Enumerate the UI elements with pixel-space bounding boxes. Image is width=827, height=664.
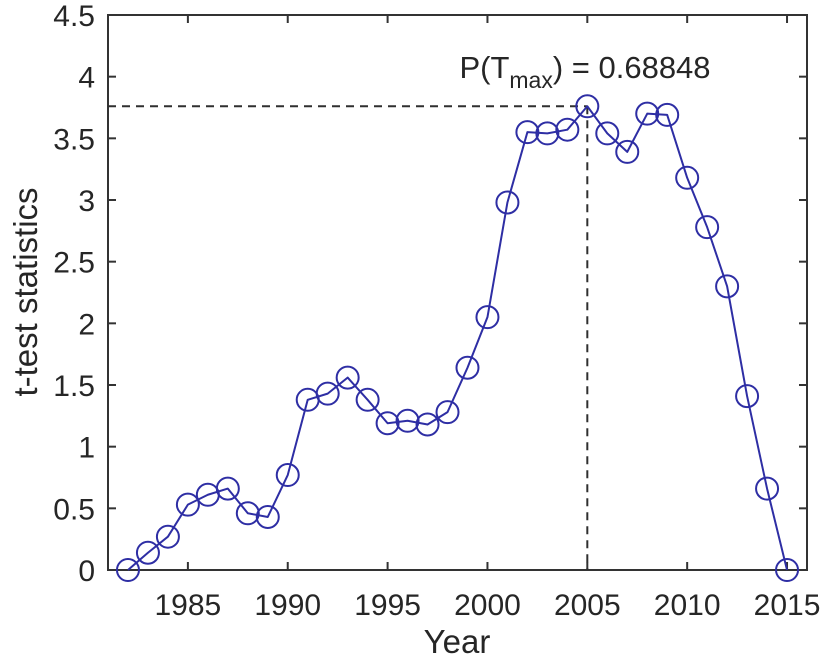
data-point-marker [695, 215, 720, 240]
data-point-marker [535, 121, 560, 146]
y-tick-label: 0 [78, 555, 95, 588]
y-tick-label: 2.5 [53, 247, 95, 280]
x-tick-label: 1995 [354, 589, 421, 622]
max-probability-annotation: P(Tmax) = 0.68848 [459, 50, 710, 93]
x-tick-label: 1990 [254, 589, 321, 622]
x-tick-label: 2010 [654, 589, 721, 622]
data-point-marker [455, 355, 480, 380]
data-point-marker [555, 117, 580, 142]
x-tick-label: 2000 [454, 589, 521, 622]
data-point-marker [315, 381, 340, 406]
data-point-marker [275, 463, 300, 488]
data-point-marker [615, 139, 640, 164]
data-point-marker [375, 411, 400, 436]
y-tick-label: 2 [78, 308, 95, 341]
data-point-marker [755, 476, 780, 501]
x-tick-label: 2005 [554, 589, 621, 622]
y-tick-label: 3 [78, 185, 95, 218]
y-tick-label: 1 [78, 432, 95, 465]
data-point-marker [235, 501, 260, 526]
data-point-marker [495, 190, 520, 215]
y-tick-label: 1.5 [53, 370, 95, 403]
data-point-marker [575, 94, 600, 119]
data-point-marker [675, 165, 700, 190]
data-point-marker [595, 121, 620, 146]
data-point-marker [395, 408, 420, 433]
data-point-marker [155, 524, 180, 549]
data-point-marker [415, 412, 440, 437]
data-point-marker [655, 102, 680, 127]
data-point-marker [135, 540, 160, 565]
data-point-marker [215, 476, 240, 501]
y-axis-label: t-test statistics [7, 187, 44, 396]
data-point-marker [635, 101, 660, 126]
x-axis-label: Year [424, 623, 491, 660]
annotation-subscript: max [509, 67, 553, 93]
y-tick-label: 3.5 [53, 123, 95, 156]
y-tick-label: 0.5 [53, 493, 95, 526]
data-point-marker [255, 504, 280, 529]
data-point-marker [175, 492, 200, 517]
data-point-marker [515, 120, 540, 145]
y-tick-label: 4 [78, 62, 95, 95]
y-tick-label: 4.5 [53, 0, 95, 33]
data-point-marker [475, 305, 500, 330]
x-tick-label: 2015 [754, 589, 821, 622]
plot-border [107, 14, 808, 571]
data-point-marker [355, 387, 380, 412]
data-point-marker [435, 400, 460, 425]
data-point-marker [715, 274, 740, 299]
annotation-suffix: ) = 0.68848 [553, 50, 711, 85]
data-point-marker [735, 384, 760, 409]
plot-area: 1985 1990 1995 2000 2005 2010 2015 0 0.5 1 1.5 2 2.5… [53, 0, 820, 622]
annotation-prefix: P(T [459, 50, 509, 85]
x-tick-label: 1985 [155, 589, 222, 622]
data-point-marker [115, 558, 140, 582]
data-point-marker [335, 365, 360, 390]
series-line [127, 105, 788, 571]
data-point-marker [775, 558, 800, 582]
